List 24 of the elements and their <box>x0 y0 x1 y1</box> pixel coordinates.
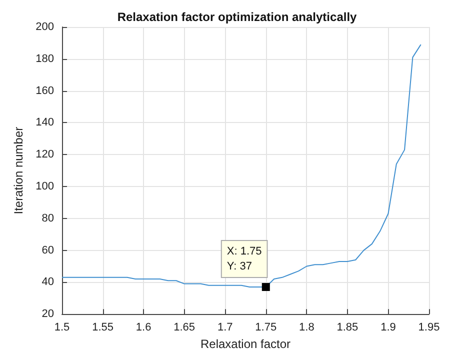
x-tick-label: 1.9 <box>380 322 396 334</box>
y-tick-label: 180 <box>36 52 54 65</box>
y-tick-label: 140 <box>36 116 54 129</box>
y-axis-title: Iteration number <box>12 126 26 214</box>
x-tick-label: 1.55 <box>92 322 114 334</box>
x-tick-label: 1.8 <box>299 322 314 334</box>
x-tick-label: 1.5 <box>54 322 70 334</box>
y-tick-label: 60 <box>42 244 54 256</box>
y-tick-label: 40 <box>42 276 54 288</box>
chart-title: Relaxation factor optimization analytically <box>117 10 358 24</box>
y-tick-label: 80 <box>42 212 54 224</box>
x-tick-label: 1.75 <box>255 322 277 334</box>
x-tick-label: 1.6 <box>136 322 152 334</box>
y-tick-label: 20 <box>42 308 54 320</box>
y-tick-label: 120 <box>36 148 54 161</box>
annotation: X: 1.75 Y: 37 <box>226 245 262 272</box>
x-tick-label: 1.7 <box>217 322 233 334</box>
x-tick-label: 1.65 <box>174 322 196 334</box>
y-tick-label: 160 <box>36 84 54 97</box>
x-axis-title: Relaxation factor <box>200 337 291 351</box>
x-tick-label: 1.85 <box>336 322 358 334</box>
y-tick-label: 100 <box>36 180 54 192</box>
x-tick-label: 1.95 <box>418 322 440 334</box>
y-tick-label: 200 <box>36 21 54 33</box>
